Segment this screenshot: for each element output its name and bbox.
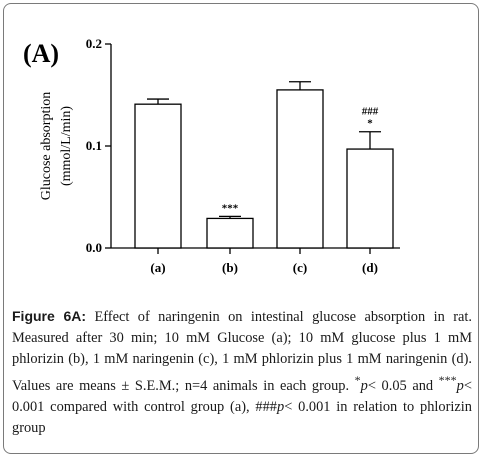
significance-label-0-0: *** <box>222 202 239 214</box>
caption-sig2-p: p <box>456 377 464 394</box>
caption-sig2-text: < 0.001 compared with control group (a), <box>12 377 472 415</box>
caption-sig2-mark: *** <box>438 373 457 387</box>
bars <box>134 81 394 249</box>
caption-sig3-p: p <box>277 398 285 415</box>
panel-label: (A) <box>23 39 59 68</box>
significance-label-1-0: ### <box>362 106 379 118</box>
significance-label-1-1: * <box>367 118 373 130</box>
y-tick-label-0: 0.0 <box>86 240 102 255</box>
labels: 0.0 0.1 0.2 (a) (b) (c) (d) *** ###* <box>86 36 379 275</box>
y-tick-label-2: 0.2 <box>86 36 102 51</box>
caption-lead: Figure 6A: <box>12 308 87 324</box>
y-axis-label-line1: Glucose absorption <box>39 92 54 200</box>
caption-sig1-mark: * <box>354 373 361 387</box>
caption-body: Effect of naringenin on intestinal gluco… <box>12 309 472 394</box>
category-label-1: (b) <box>222 260 238 275</box>
y-tick-label-1: 0.1 <box>86 138 102 153</box>
caption-sig3-text: < 0.001 in relation to phlorizin group <box>12 398 472 436</box>
category-label-0: (a) <box>150 260 165 275</box>
bar-2 <box>276 89 324 249</box>
caption-sig1-p: p <box>360 377 368 394</box>
category-label-3: (d) <box>362 260 378 275</box>
figure-caption: Figure 6A: Effect of naringenin on intes… <box>12 306 472 439</box>
bar-3 <box>346 148 394 249</box>
category-label-2: (c) <box>293 260 307 275</box>
bar-1 <box>206 217 254 249</box>
y-axis-label-line2: (mmol/L/min) <box>59 106 74 186</box>
caption-sig1-text: < 0.05 and <box>367 377 439 394</box>
bar-chart: (A) Glucose absorption (mmol/L/min) 0.00… <box>23 36 400 275</box>
bar-0 <box>134 103 182 249</box>
caption-sig3-mark: ### <box>255 398 277 415</box>
